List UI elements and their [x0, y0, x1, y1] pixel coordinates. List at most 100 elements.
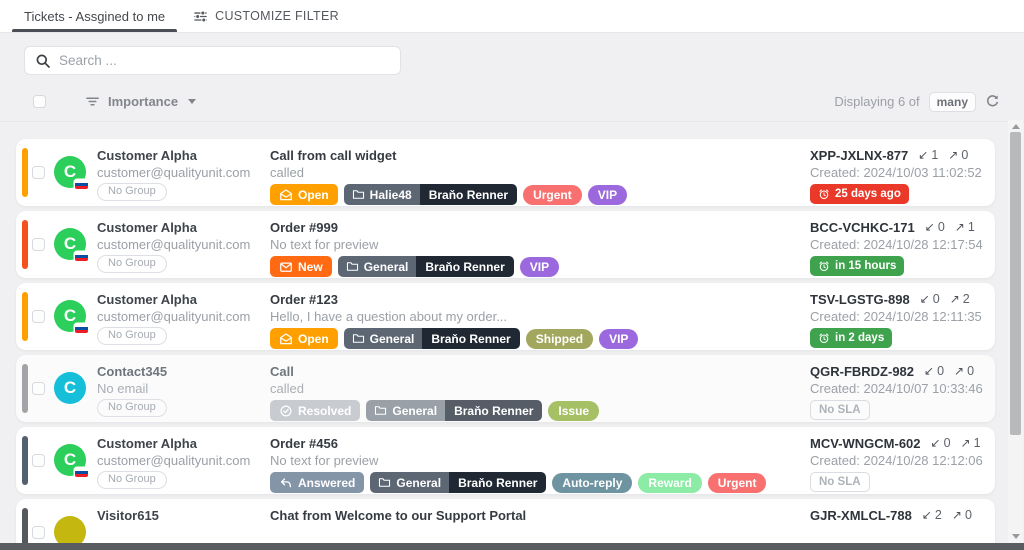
ticket-subject[interactable]: Call from call widget: [270, 148, 397, 163]
tab-tickets-label: Tickets - Assgined to me: [24, 8, 166, 24]
ticket-subject[interactable]: Order #999: [270, 220, 338, 235]
tag-badge[interactable]: VIP: [587, 184, 628, 205]
check-circle-icon: [279, 404, 293, 418]
ticket-checkbox[interactable]: [32, 238, 45, 251]
sort-direction-caret[interactable]: [188, 99, 197, 104]
customer-name[interactable]: Customer Alpha: [97, 148, 197, 163]
ticket-subject[interactable]: Order #456: [270, 436, 338, 451]
agent-name: Braňo Renner: [422, 328, 520, 349]
status-badge[interactable]: Open: [270, 328, 338, 349]
total-count-badge[interactable]: many: [928, 91, 976, 112]
customize-filter-button[interactable]: CUSTOMIZE FILTER: [183, 0, 349, 32]
select-all-checkbox[interactable]: [33, 95, 46, 108]
refresh-icon[interactable]: [985, 94, 1000, 109]
search-input[interactable]: [59, 47, 400, 74]
customer-group-badge: No Group: [97, 327, 167, 345]
customer-group-badge: No Group: [97, 471, 167, 489]
ticket-row[interactable]: C Customer Alpha customer@qualityunit.co…: [16, 211, 995, 278]
ticket-code[interactable]: TSV-LGSTG-898: [810, 292, 910, 307]
list-toolbar: Importance Displaying 6 of many: [0, 88, 1024, 115]
ticket-column: Order #456 No text for preview Answered G…: [270, 435, 795, 493]
scrollbar-thumb[interactable]: [1010, 132, 1021, 435]
scroll-up-arrow-icon[interactable]: [1011, 124, 1020, 129]
ticket-subject[interactable]: Call: [270, 364, 294, 379]
scroll-down-arrow-icon[interactable]: [1011, 534, 1020, 539]
ticket-code[interactable]: XPP-JXLNX-877: [810, 148, 909, 163]
customer-name[interactable]: Visitor615: [97, 508, 159, 523]
incoming-count: ↙ 0: [930, 436, 951, 450]
assignment-badge[interactable]: General Braňo Renner: [337, 256, 514, 277]
status-badge[interactable]: Resolved: [270, 400, 361, 421]
assignment-badge[interactable]: Halie48 Braňo Renner: [343, 184, 518, 205]
customer-email: customer@qualityunit.com: [97, 237, 251, 252]
outgoing-arrow-icon: ↗: [949, 292, 960, 306]
department-name: General: [363, 259, 409, 274]
search-bar[interactable]: [24, 46, 401, 75]
ticket-code[interactable]: MCV-WNGCM-602: [810, 436, 921, 451]
importance-bar: [22, 508, 28, 550]
ticket-checkbox[interactable]: [32, 526, 45, 539]
assignment-badge[interactable]: General Braňo Renner: [366, 400, 543, 421]
ticket-checkbox[interactable]: [32, 382, 45, 395]
incoming-count: ↙ 0: [924, 220, 945, 234]
sort-control[interactable]: Importance: [85, 88, 197, 115]
tag-badge[interactable]: Reward: [638, 472, 702, 493]
tag-badge[interactable]: VIP: [599, 328, 639, 349]
agent-name: Braňo Renner: [449, 472, 547, 493]
ticket-column: Order #999 No text for preview New Genera…: [270, 219, 795, 277]
ticket-checkbox[interactable]: [32, 166, 45, 179]
no-sla-badge: No SLA: [810, 400, 870, 420]
tab-tickets-assigned[interactable]: Tickets - Assgined to me: [12, 0, 178, 32]
assignment-badge[interactable]: General Braňo Renner: [343, 328, 520, 349]
status-badge[interactable]: New: [270, 256, 332, 277]
flag-slovakia-icon: [75, 468, 88, 477]
customer-name[interactable]: Customer Alpha: [97, 220, 197, 235]
importance-bar: [22, 148, 28, 197]
flag-slovakia-icon: [75, 252, 88, 261]
customer-name[interactable]: Customer Alpha: [97, 436, 197, 451]
customer-name[interactable]: Customer Alpha: [97, 292, 197, 307]
incoming-count: ↙ 1: [918, 148, 939, 162]
avatar: C: [54, 228, 88, 261]
customize-filter-label: CUSTOMIZE FILTER: [215, 9, 339, 23]
tune-icon: [193, 9, 208, 24]
ticket-row[interactable]: C Customer Alpha customer@qualityunit.co…: [16, 427, 995, 494]
filter-tabs-bar: Tickets - Assgined to me CUSTOMIZE FILTE…: [0, 0, 1024, 33]
ticket-row[interactable]: C Contact345 No email No Group Call call…: [16, 355, 995, 422]
vertical-scrollbar[interactable]: [1008, 120, 1023, 543]
tag-badge[interactable]: Auto-reply: [552, 472, 633, 493]
status-badge[interactable]: Open: [270, 184, 338, 205]
status-badge[interactable]: Answered: [270, 472, 365, 493]
incoming-arrow-icon: ↙: [918, 148, 929, 162]
ticket-checkbox[interactable]: [32, 454, 45, 467]
ticket-row[interactable]: C Customer Alpha customer@qualityunit.co…: [16, 283, 995, 350]
meta-column: QGR-FBRDZ-982 ↙ 0 ↗ 0 Created: 2024/10/07 …: [810, 363, 1010, 420]
customer-column: Contact345 No email No Group: [97, 363, 267, 417]
flag-slovakia-icon: [75, 180, 88, 189]
folder-icon: [378, 476, 391, 489]
tag-badge[interactable]: Issue: [548, 400, 600, 421]
avatar: C: [54, 372, 86, 404]
folder-icon: [374, 404, 387, 417]
ticket-code[interactable]: GJR-XMLCL-788: [810, 508, 912, 523]
incoming-count: ↙ 2: [921, 508, 942, 522]
tag-badge[interactable]: Shipped: [525, 328, 594, 349]
ticket-subject[interactable]: Chat from Welcome to our Support Portal: [270, 508, 527, 523]
created-timestamp: Created: 2024/10/03 11:02:52: [810, 165, 982, 180]
avatar-letter: C: [63, 234, 77, 253]
displaying-group: Displaying 6 of many: [834, 88, 1000, 115]
created-timestamp: Created: 2024/10/28 12:17:54: [810, 237, 983, 252]
tag-badge[interactable]: VIP: [519, 256, 560, 277]
ticket-subject[interactable]: Order #123: [270, 292, 338, 307]
ticket-code[interactable]: QGR-FBRDZ-982: [810, 364, 915, 379]
assignment-badge[interactable]: General Braňo Renner: [370, 472, 547, 493]
customer-name[interactable]: Contact345: [97, 364, 168, 379]
ticket-checkbox[interactable]: [32, 310, 45, 323]
outgoing-arrow-icon: ↗: [948, 148, 959, 162]
ticket-row[interactable]: C Customer Alpha customer@qualityunit.co…: [16, 139, 995, 206]
outgoing-arrow-icon: ↗: [960, 436, 971, 450]
ticket-row[interactable]: Visitor615 Chat from Welcome to our Supp…: [16, 499, 995, 550]
tag-badge[interactable]: Urgent: [707, 472, 767, 493]
ticket-code[interactable]: BCC-VCHKC-171: [810, 220, 915, 235]
tag-badge[interactable]: Urgent: [523, 184, 582, 205]
